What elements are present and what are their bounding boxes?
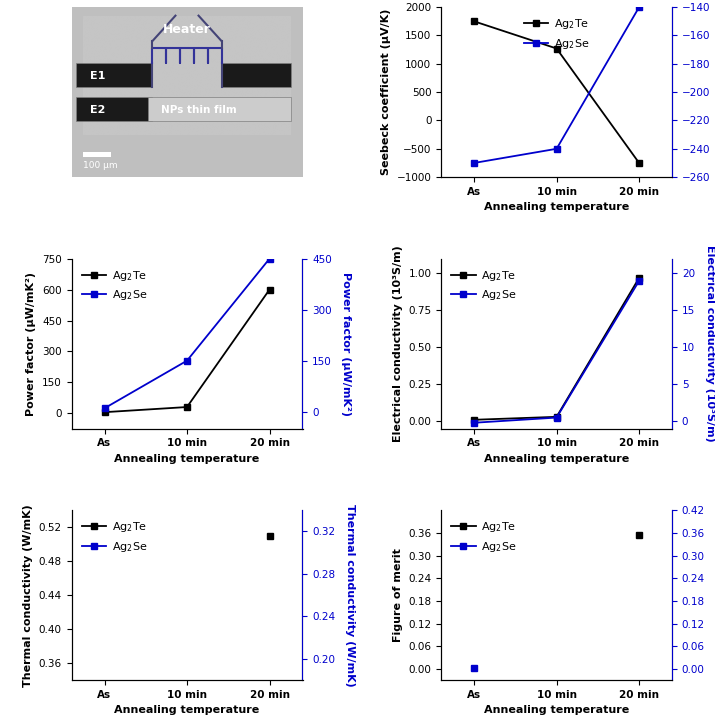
Y-axis label: Figure of merit: Figure of merit bbox=[393, 548, 403, 642]
Text: E2: E2 bbox=[90, 105, 105, 115]
Bar bbox=[222, 63, 291, 87]
Y-axis label: Power factor (μW/mK²): Power factor (μW/mK²) bbox=[342, 271, 351, 416]
Y-axis label: Electrical conductivity (10³S/m): Electrical conductivity (10³S/m) bbox=[393, 246, 403, 442]
Y-axis label: Seebeck coefficient (μV/K): Seebeck coefficient (μV/K) bbox=[381, 9, 391, 175]
Y-axis label: Thermal conductivity (W/mK): Thermal conductivity (W/mK) bbox=[345, 504, 355, 687]
Y-axis label: Power factor (μW/mK²): Power factor (μW/mK²) bbox=[26, 271, 36, 416]
X-axis label: Annealing temperature: Annealing temperature bbox=[484, 454, 629, 464]
Legend: Ag$_2$Te, Ag$_2$Se: Ag$_2$Te, Ag$_2$Se bbox=[77, 264, 152, 306]
X-axis label: Annealing temperature: Annealing temperature bbox=[484, 705, 629, 715]
Bar bbox=[148, 97, 291, 121]
Text: Heater: Heater bbox=[163, 23, 211, 36]
Y-axis label: Electrical conductivity (10³S/m): Electrical conductivity (10³S/m) bbox=[704, 246, 714, 442]
Bar bbox=[76, 97, 152, 121]
X-axis label: Annealing temperature: Annealing temperature bbox=[114, 705, 260, 715]
Legend: Ag$_2$Te, Ag$_2$Se: Ag$_2$Te, Ag$_2$Se bbox=[520, 13, 593, 55]
Legend: Ag$_2$Te, Ag$_2$Se: Ag$_2$Te, Ag$_2$Se bbox=[447, 516, 521, 558]
Legend: Ag$_2$Te, Ag$_2$Se: Ag$_2$Te, Ag$_2$Se bbox=[447, 264, 521, 306]
Text: 100 μm: 100 μm bbox=[83, 160, 118, 170]
X-axis label: Annealing temperature: Annealing temperature bbox=[484, 203, 629, 213]
Bar bbox=[83, 153, 111, 157]
X-axis label: Annealing temperature: Annealing temperature bbox=[114, 454, 260, 464]
Bar bbox=[76, 63, 152, 87]
Text: E1: E1 bbox=[90, 71, 105, 81]
Legend: Ag$_2$Te, Ag$_2$Se: Ag$_2$Te, Ag$_2$Se bbox=[77, 516, 152, 558]
Text: NPs thin film: NPs thin film bbox=[161, 105, 237, 115]
Y-axis label: Thermal conductivity (W/mK): Thermal conductivity (W/mK) bbox=[23, 504, 33, 687]
